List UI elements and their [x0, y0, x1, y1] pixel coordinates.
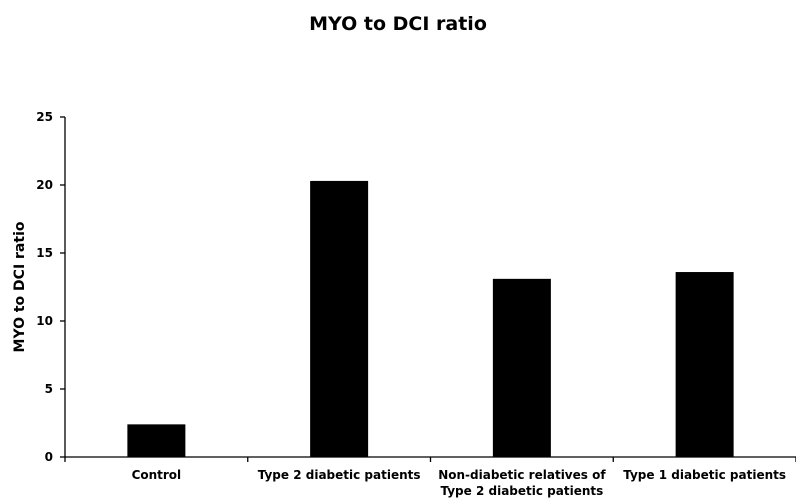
bar [127, 424, 186, 457]
y-tick-label: 5 [45, 382, 53, 396]
plot-area: 0 5 10 15 20 25 Control Type 2 diabetic patient… [36, 110, 796, 498]
y-axis-label: MYO to DCI ratio [12, 221, 28, 352]
y-tick-label: 20 [36, 178, 53, 192]
bar [675, 272, 734, 457]
bar [310, 180, 369, 458]
bar [492, 278, 551, 457]
category-label: Type 2 diabetic patients [258, 468, 421, 482]
chart-title: MYO to DCI ratio [309, 13, 487, 35]
y-tick-label: 15 [36, 246, 53, 260]
category-label: Type 2 diabetic patients [440, 484, 603, 498]
y-tick-label: 10 [36, 314, 53, 328]
category-label: Type 1 diabetic patients [623, 468, 786, 482]
category-label: Control [132, 468, 182, 482]
y-tick-label: 0 [45, 450, 53, 464]
category-label: Non-diabetic relatives of [438, 468, 606, 482]
y-tick-label: 25 [36, 110, 53, 124]
